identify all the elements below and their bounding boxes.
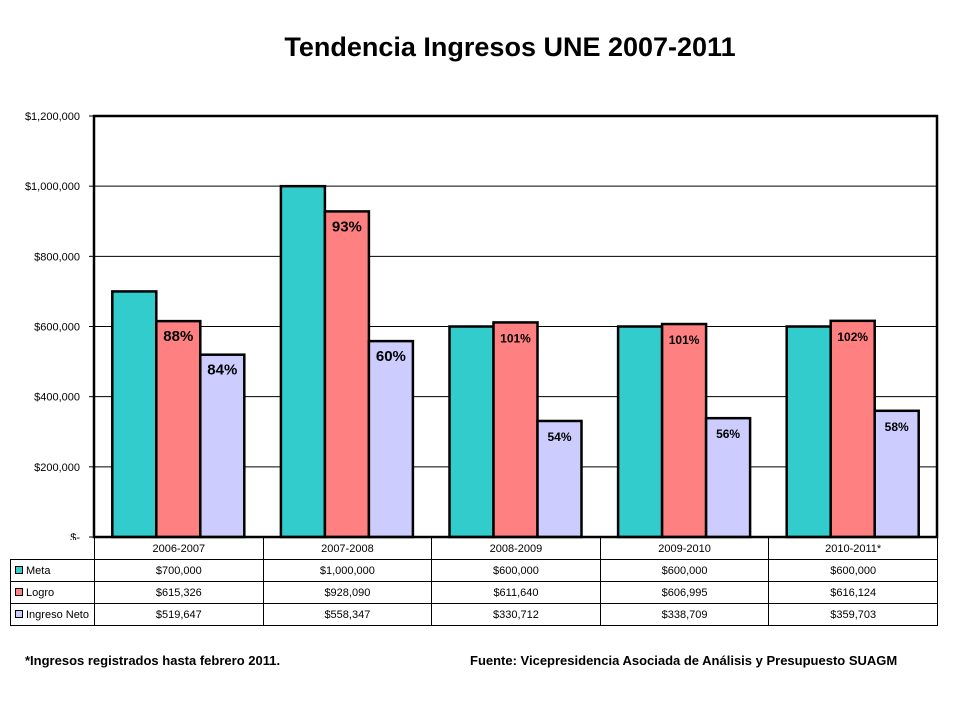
- y-tick-label: $800,000: [34, 251, 80, 263]
- bar-data-label: 56%: [716, 427, 740, 441]
- bar-data-label: 101%: [500, 331, 531, 345]
- y-tick-label: $200,000: [34, 462, 80, 474]
- bar-data-label: 60%: [376, 348, 406, 365]
- legend-swatch: [15, 609, 23, 618]
- category-label: 2006-2007: [94, 537, 264, 560]
- bar-meta: [111, 290, 158, 539]
- source-note: Fuente: Vicepresidencia Asociada de Anál…: [470, 653, 898, 668]
- table-row: Meta $700,000 $1,000,000 $600,000 $600,000 $6…: [10, 559, 938, 582]
- bar-logro: [492, 321, 539, 539]
- table-row: Logro $615,326 $928,090 $611,640 $606,995 $61…: [10, 581, 938, 604]
- table-cell: $519,647: [94, 603, 264, 626]
- bar-data-label: 101%: [669, 333, 700, 347]
- bar-data-label: 54%: [547, 430, 571, 444]
- table-cell: $611,640: [431, 581, 601, 604]
- y-tick-label: $-: [70, 532, 80, 540]
- legend-entry: Ingreso Neto: [10, 603, 95, 626]
- y-tick-label: $1,000,000: [25, 181, 80, 193]
- category-label: 2009-2010: [599, 537, 770, 560]
- bar-meta: [448, 325, 495, 539]
- y-tick-label: $400,000: [34, 392, 80, 404]
- bar-ingreso-neto: [536, 419, 583, 539]
- bar-meta: [785, 325, 832, 539]
- table-cell: $330,712: [431, 603, 601, 626]
- bar-logro: [155, 319, 202, 539]
- table-cell: $700,000: [94, 559, 264, 582]
- legend-swatch: [15, 587, 23, 596]
- category-label: 2010-2011*: [768, 537, 938, 560]
- bar-logro: [829, 319, 876, 539]
- bar-logro: [660, 322, 708, 539]
- table-header-row: 2006-2007 2007-2008 2008-2009 2009-2010 2010…: [10, 537, 938, 560]
- category-label: 2007-2008: [262, 537, 433, 560]
- bar-chart: $- $200,000 $400,000 $600,000 $800,000 $1,000…: [25, 111, 939, 540]
- bar-data-label: 58%: [885, 420, 909, 434]
- legend-swatch: [15, 565, 23, 574]
- legend-entry: Logro: [10, 581, 95, 604]
- table-cell: $606,995: [599, 581, 770, 604]
- bar-ingreso-neto: [704, 416, 752, 539]
- table-cell: $600,000: [431, 559, 601, 582]
- bar-logro: [323, 210, 371, 539]
- y-tick-label: $600,000: [34, 322, 80, 334]
- table-cell: $616,124: [768, 581, 938, 604]
- bar-data-label: 84%: [207, 362, 237, 379]
- legend-label: Logro: [26, 586, 55, 599]
- category-label: 2008-2009: [431, 537, 601, 560]
- table-row: Ingreso Neto $519,647 $558,347 $330,712 $338…: [10, 603, 938, 626]
- table-cell: $600,000: [768, 559, 938, 582]
- bar-ingreso-neto: [199, 353, 246, 539]
- footnote: *Ingresos registrados hasta febrero 2011…: [25, 653, 281, 668]
- table-cell: $338,709: [599, 603, 770, 626]
- bar-meta: [616, 325, 664, 539]
- table-cell: $600,000: [599, 559, 770, 582]
- y-tick-label: $1,200,000: [25, 111, 80, 123]
- table-cell: $615,326: [94, 581, 264, 604]
- data-table: 2006-2007 2007-2008 2008-2009 2009-2010 2010…: [10, 537, 938, 626]
- legend-label: Ingreso Neto: [26, 608, 89, 621]
- bar-data-label: 88%: [163, 328, 193, 345]
- bar-data-label: 93%: [332, 218, 362, 235]
- legend-entry: Meta: [10, 559, 95, 582]
- bar-ingreso-neto: [873, 409, 920, 539]
- bar-ingreso-neto: [367, 339, 415, 539]
- legend-label: Meta: [26, 564, 51, 577]
- table-cell: $359,703: [768, 603, 938, 626]
- table-corner: [10, 537, 95, 560]
- table-cell: $928,090: [262, 581, 433, 604]
- bar-data-label: 102%: [837, 330, 868, 344]
- table-cell: $1,000,000: [262, 559, 433, 582]
- chart-title: Tendencia Ingresos UNE 2007-2011: [284, 32, 736, 62]
- bar-meta: [279, 184, 327, 539]
- table-cell: $558,347: [262, 603, 433, 626]
